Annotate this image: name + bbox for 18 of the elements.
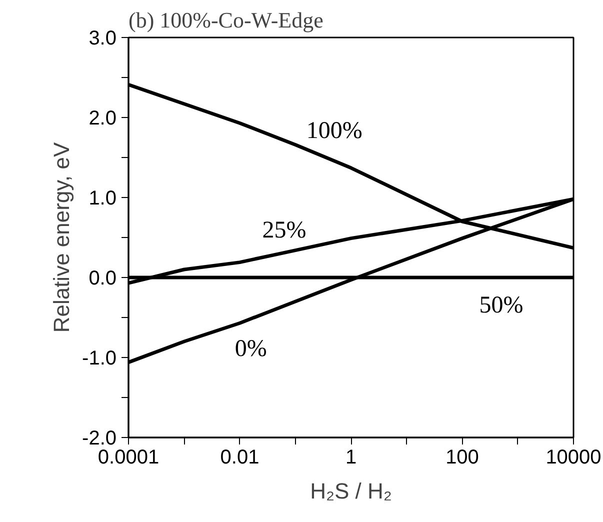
y-tick-label: -2.0 bbox=[82, 428, 117, 450]
x-tick-label: 1 bbox=[345, 446, 357, 468]
y-tick-label: 1.0 bbox=[88, 188, 117, 210]
y-tick-label: 3.0 bbox=[88, 28, 117, 50]
series-label: 25% bbox=[262, 218, 306, 244]
y-axis-title: Relative energy, eV bbox=[49, 142, 74, 333]
y-tick-label: -1.0 bbox=[82, 348, 117, 370]
series-label: 0% bbox=[234, 336, 267, 362]
x-tick-label: 0.0001 bbox=[98, 446, 160, 468]
y-tick-label: 0.0 bbox=[88, 268, 117, 290]
y-tick-label: 2.0 bbox=[88, 108, 117, 130]
x-tick-label: 100 bbox=[446, 446, 479, 468]
series-label: 50% bbox=[479, 292, 524, 318]
chart-title: (b) 100%-Co-W-Edge bbox=[128, 8, 324, 32]
series-label: 100% bbox=[306, 118, 362, 144]
x-tick-label: 10000 bbox=[546, 446, 602, 468]
x-tick-label: 0.01 bbox=[220, 446, 260, 468]
x-axis-title: H₂S / H₂ bbox=[310, 478, 392, 504]
